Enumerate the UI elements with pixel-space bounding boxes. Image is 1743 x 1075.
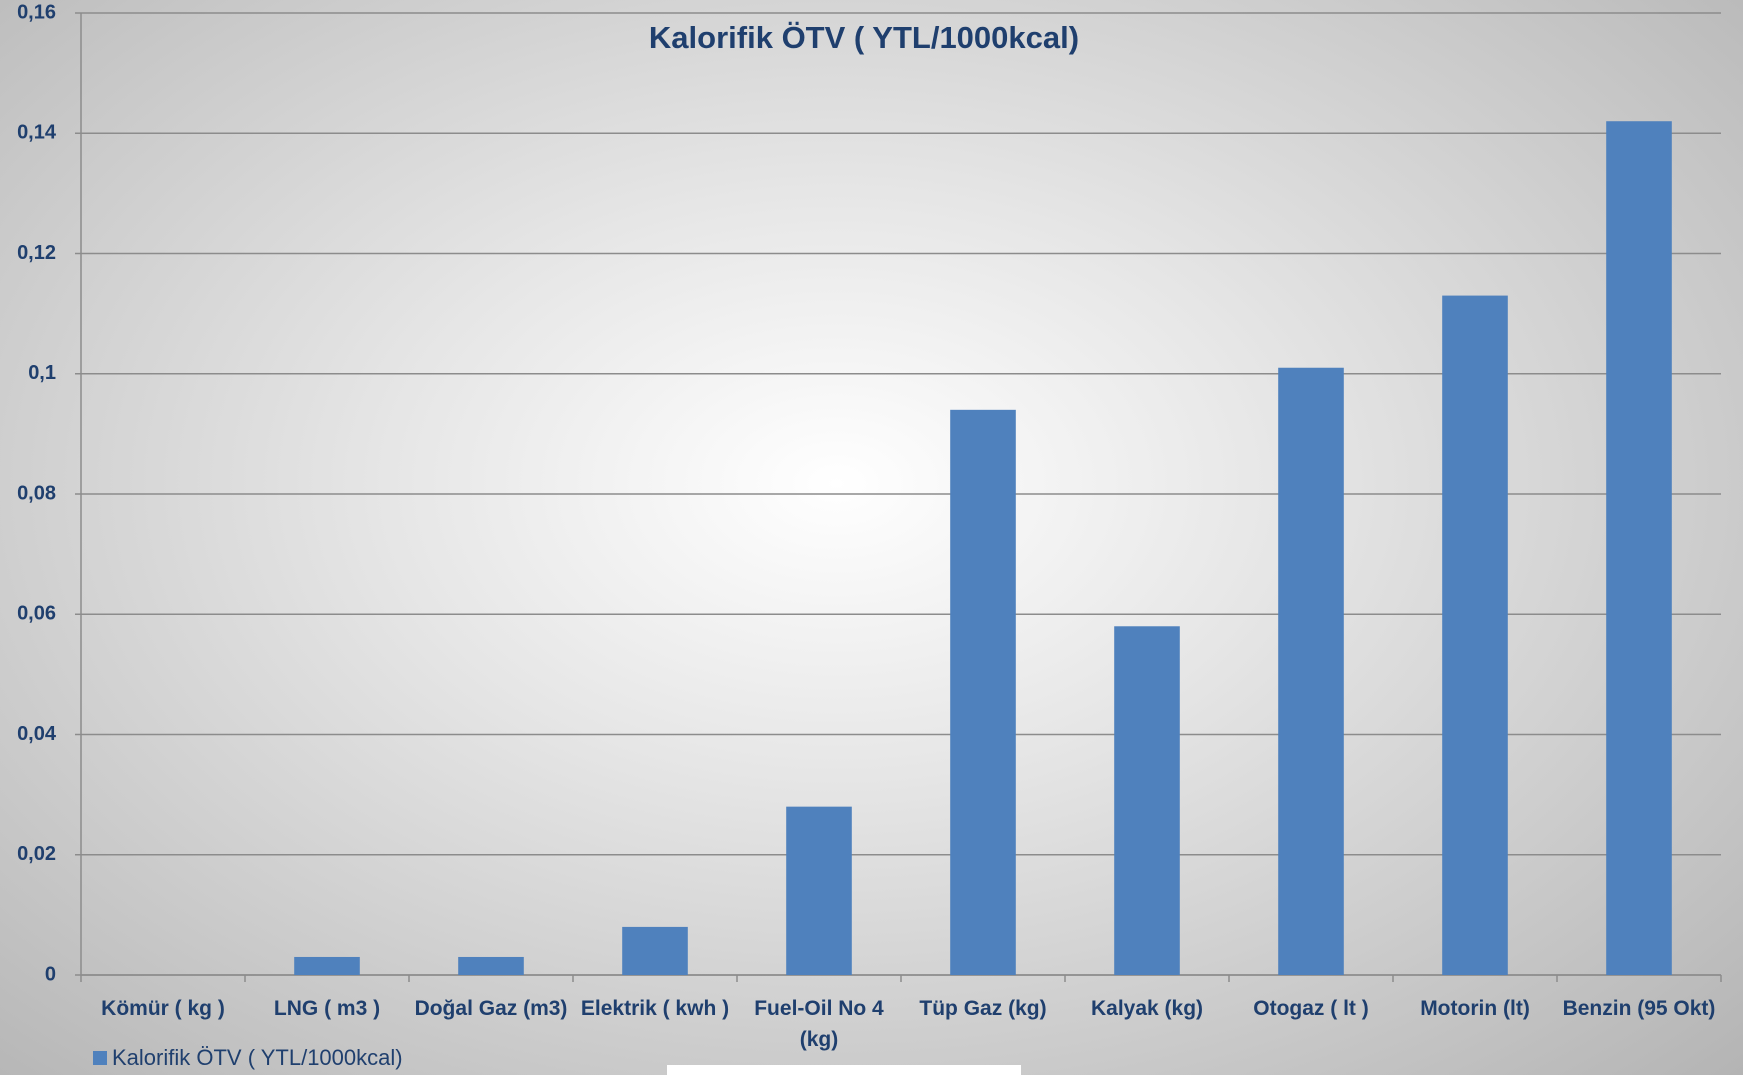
bar (1442, 295, 1508, 975)
bar (786, 806, 852, 975)
y-tick-label: 0,1 (28, 362, 56, 384)
y-tick-label: 0,12 (17, 242, 56, 264)
y-tick-label: 0,04 (17, 723, 57, 745)
x-tick-label: Otogaz ( lt ) (1253, 997, 1369, 1020)
bar (950, 409, 1016, 975)
legend-swatch (93, 1051, 107, 1065)
x-tick-label: Doğal Gaz (m3) (414, 997, 568, 1020)
overlay-patch (667, 1065, 1021, 1075)
y-tick-label: 0,08 (17, 482, 56, 504)
bar (1114, 626, 1180, 975)
bar (294, 956, 360, 975)
legend: Kalorifik ÖTV ( YTL/1000kcal) (93, 1045, 403, 1071)
x-tick-label: Tüp Gaz (kg) (919, 997, 1047, 1020)
x-tick-label: Motorin (lt) (1420, 997, 1530, 1020)
x-tick-label: Kömür ( kg ) (101, 997, 225, 1020)
bar (622, 926, 688, 975)
bar (1278, 367, 1344, 975)
chart-title: Kalorifik ÖTV ( YTL/1000kcal) (649, 20, 1079, 55)
bar (458, 956, 524, 975)
x-tick-label: Fuel-Oil No 4 (kg) (754, 997, 884, 1051)
x-tick-label: Kalyak (kg) (1090, 997, 1204, 1020)
y-tick-label: 0 (45, 963, 56, 985)
y-tick-label: 0,16 (17, 1, 56, 23)
x-tick-label: LNG ( m3 ) (273, 997, 381, 1020)
y-tick-label: 0,02 (17, 843, 56, 865)
y-tick-label: 0,06 (17, 603, 56, 625)
x-tick-label: Elektrik ( kwh ) (580, 997, 730, 1020)
y-tick-label: 0,14 (17, 122, 57, 144)
bar (1606, 121, 1672, 976)
x-tick-label: Benzin (95 Okt) (1562, 997, 1716, 1020)
legend-label: Kalorifik ÖTV ( YTL/1000kcal) (112, 1045, 403, 1070)
